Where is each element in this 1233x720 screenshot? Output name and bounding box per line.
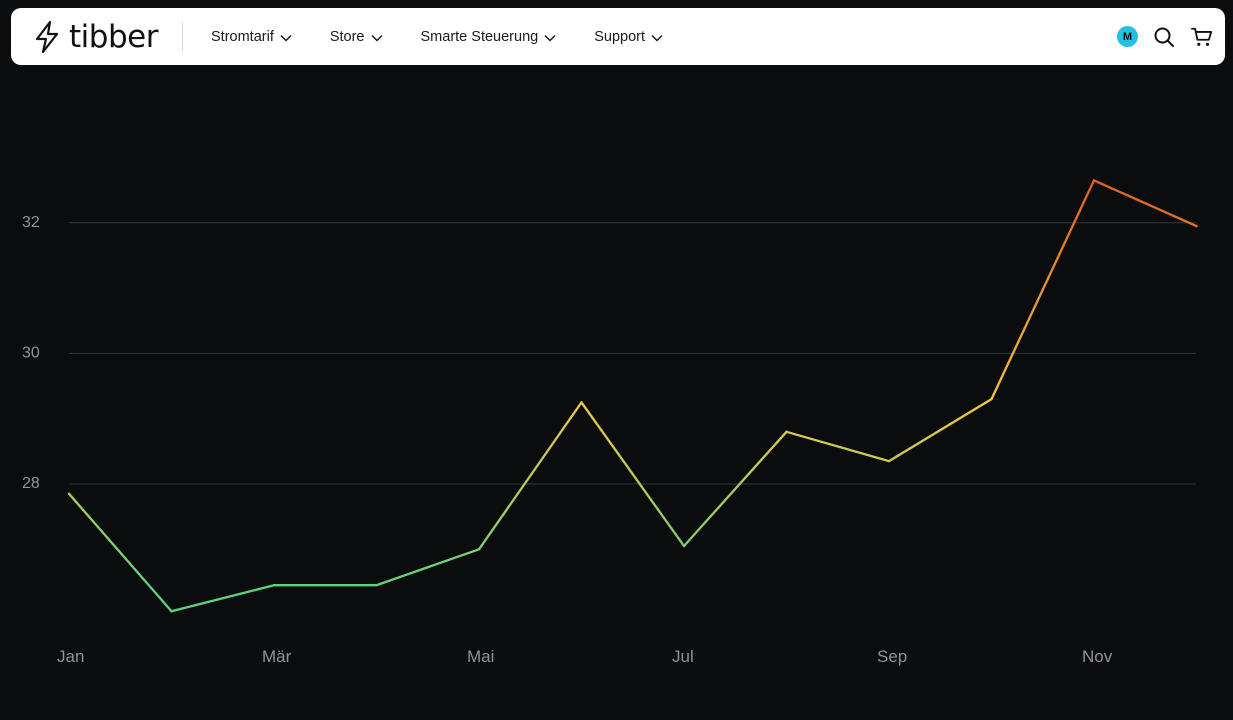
logo-text: tibber	[69, 19, 158, 55]
data-point	[580, 401, 583, 404]
data-point	[1092, 179, 1096, 182]
bolt-logo-icon	[35, 20, 59, 54]
price-series-line	[67, 179, 1198, 613]
search-button[interactable]	[1153, 26, 1175, 48]
tibber-logo[interactable]: tibber	[33, 20, 158, 54]
data-point	[375, 584, 378, 587]
x-tick-label: Mär	[262, 647, 292, 666]
header-tools: M	[1117, 8, 1213, 65]
menu-item-label: Smarte Steuerung	[420, 28, 539, 45]
price-line-chart: 28 30 32 Jan Mär Mai Jul Sep Nov	[0, 65, 1233, 720]
menu-item-support[interactable]: Support	[594, 29, 663, 45]
search-icon	[1154, 27, 1174, 47]
chevron-down-icon	[544, 34, 556, 42]
chevron-down-icon	[280, 34, 292, 42]
logo-divider	[182, 22, 183, 51]
menu-item-store[interactable]: Store	[330, 29, 383, 45]
top-navigation-bar: tibber Stromtarif Store Smarte Steuerung…	[11, 8, 1225, 65]
menu-item-label: Support	[594, 28, 645, 45]
data-point	[477, 548, 481, 551]
menu-item-label: Store	[329, 28, 365, 45]
data-point	[67, 492, 71, 495]
data-point	[990, 397, 993, 401]
y-tick-label: 32	[22, 214, 40, 231]
cart-button[interactable]	[1191, 26, 1213, 48]
x-tick-label: Mai	[467, 647, 494, 666]
x-tick-label: Nov	[1082, 647, 1113, 666]
data-point	[272, 584, 276, 587]
data-point	[785, 430, 788, 433]
cart-icon	[1191, 27, 1213, 46]
main-menu: Stromtarif Store Smarte Steuerung Suppor…	[211, 8, 663, 65]
data-point	[1195, 224, 1198, 228]
menu-item-label: Stromtarif	[211, 28, 274, 45]
menu-item-stromtarif[interactable]: Stromtarif	[211, 29, 292, 45]
y-tick-label: 30	[22, 344, 40, 361]
user-avatar[interactable]: M	[1117, 26, 1138, 47]
avatar-initial: M	[1122, 30, 1133, 43]
x-tick-label: Jul	[672, 647, 694, 666]
x-tick-label: Sep	[877, 647, 907, 666]
chart-canvas: 28 30 32 Jan Mär Mai Jul Sep Nov	[22, 179, 1198, 666]
y-tick-label: 28	[22, 475, 40, 492]
data-point	[682, 544, 686, 548]
data-point	[170, 610, 173, 613]
chevron-down-icon	[370, 34, 383, 42]
data-point	[887, 459, 891, 463]
chevron-down-icon	[651, 34, 663, 42]
menu-item-smarte-steuerung[interactable]: Smarte Steuerung	[421, 29, 557, 45]
x-tick-label: Jan	[57, 647, 84, 666]
